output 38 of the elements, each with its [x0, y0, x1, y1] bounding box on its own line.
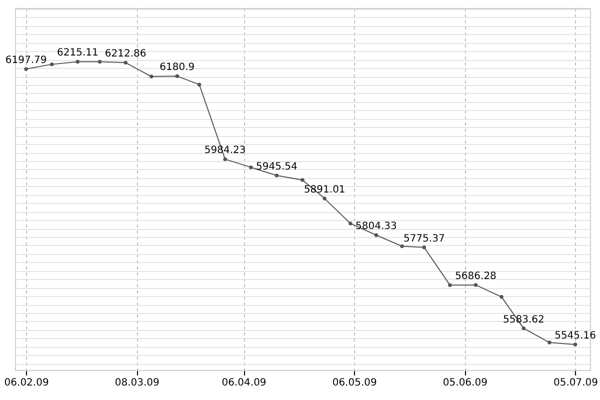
point: [274, 174, 279, 178]
point: [175, 74, 180, 78]
x-tick-label: 08.03.09: [114, 378, 160, 388]
point: [249, 165, 253, 170]
point: [474, 283, 478, 287]
data-label: 5804.33: [356, 221, 397, 232]
point: [573, 342, 578, 346]
point: [300, 178, 304, 182]
x-tick-label: 05.07.09: [553, 378, 598, 388]
point: [150, 74, 154, 78]
x-tick-label: 06.04.09: [222, 378, 266, 388]
data-label: 5945.54: [256, 162, 298, 173]
point: [348, 222, 352, 226]
x-tick-label: 05.06.09: [442, 378, 488, 388]
data-label: 6215.11: [56, 48, 98, 59]
point: [322, 196, 326, 200]
point: [24, 67, 28, 71]
point: [98, 60, 102, 64]
point: [522, 326, 526, 330]
point: [223, 157, 227, 162]
point: [548, 340, 552, 344]
data-label: 6197.79: [5, 55, 47, 66]
point: [448, 283, 452, 287]
data-label: 5545.16: [554, 330, 596, 342]
point: [374, 233, 378, 238]
x-tick-label: 06.02.09: [4, 378, 49, 388]
point: [500, 295, 504, 299]
point: [124, 60, 128, 65]
point: [76, 60, 80, 64]
x-tick-label: 06.05.09: [332, 378, 377, 388]
data-label: 5686.28: [455, 270, 496, 282]
point: [197, 82, 202, 86]
data-label: 6180.9: [160, 62, 195, 74]
point: [400, 244, 404, 248]
data-label: 5775.37: [403, 233, 445, 244]
point: [422, 246, 426, 250]
data-label: 6212.86: [104, 48, 146, 60]
point: [50, 62, 54, 66]
